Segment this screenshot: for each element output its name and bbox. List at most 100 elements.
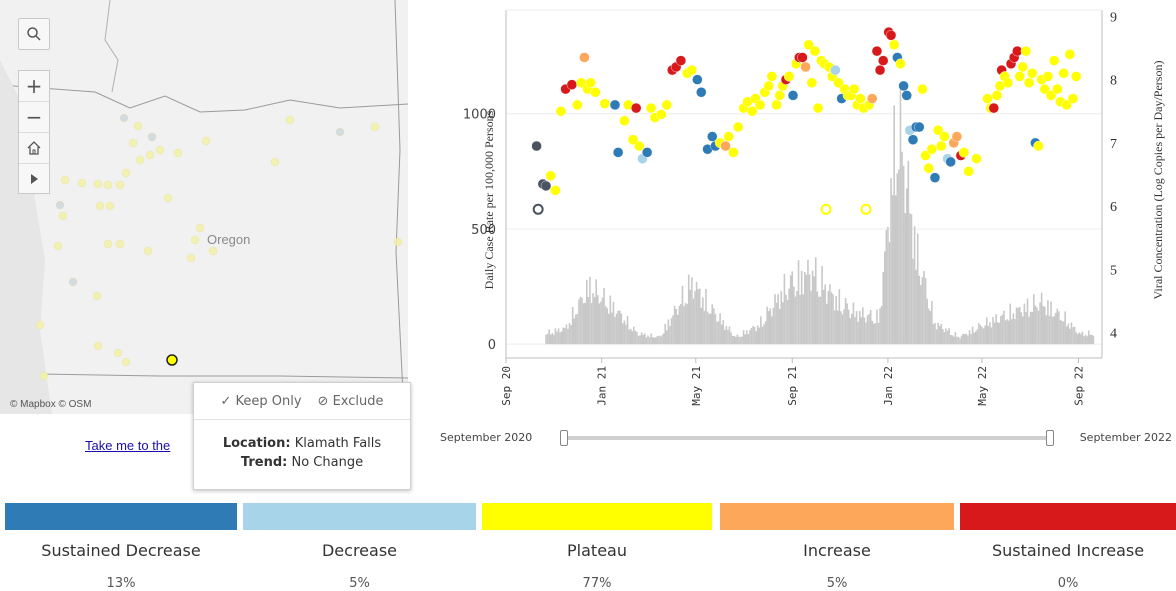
viral-point[interactable] <box>579 52 590 63</box>
viral-point[interactable] <box>661 99 672 111</box>
site-marker[interactable] <box>103 239 113 249</box>
viral-point[interactable] <box>939 131 950 142</box>
map-attribution[interactable]: © Mapbox © OSM <box>10 399 92 410</box>
viral-point[interactable] <box>932 125 944 136</box>
site-marker[interactable] <box>115 239 125 249</box>
viral-point[interactable] <box>627 134 639 145</box>
site-marker[interactable] <box>95 201 105 211</box>
viral-point[interactable] <box>1020 45 1032 57</box>
site-marker[interactable] <box>270 157 280 167</box>
viral-point[interactable] <box>860 203 872 215</box>
slider-start-handle[interactable] <box>560 430 568 446</box>
legend-plateau[interactable]: Plateau 77% <box>482 503 712 591</box>
viral-point[interactable] <box>936 140 947 152</box>
map-search-button[interactable] <box>18 18 50 50</box>
viral-point[interactable] <box>963 166 974 177</box>
viral-point[interactable] <box>803 39 814 50</box>
viral-point[interactable] <box>867 93 878 104</box>
zoom-out-button[interactable]: − <box>19 102 49 133</box>
viral-point[interactable] <box>1045 90 1057 101</box>
selected-site-marker[interactable] <box>166 354 178 366</box>
site-marker[interactable] <box>195 223 205 233</box>
viral-point[interactable] <box>855 93 866 104</box>
viral-point[interactable] <box>951 131 963 142</box>
viral-point[interactable] <box>848 83 860 95</box>
site-marker[interactable] <box>393 237 403 247</box>
viral-point[interactable] <box>540 180 552 192</box>
viral-point[interactable] <box>920 150 931 161</box>
viral-point[interactable] <box>545 170 556 181</box>
viral-point[interactable] <box>874 64 886 76</box>
site-marker[interactable] <box>147 132 157 142</box>
viral-point[interactable] <box>707 131 718 142</box>
viral-point[interactable] <box>878 55 889 66</box>
viral-point[interactable] <box>630 102 642 114</box>
site-marker[interactable] <box>103 180 113 190</box>
viral-point[interactable] <box>1070 71 1082 82</box>
date-range-slider[interactable]: September 2020 September 2022 <box>440 428 1176 452</box>
viral-point[interactable] <box>958 147 970 158</box>
viral-point[interactable] <box>888 39 900 50</box>
site-marker[interactable] <box>155 145 165 155</box>
viral-point[interactable] <box>991 90 1003 101</box>
viral-point[interactable] <box>1002 77 1014 88</box>
viral-point[interactable] <box>812 102 824 114</box>
viral-point[interactable] <box>771 99 782 111</box>
site-marker[interactable] <box>201 136 211 146</box>
viral-point[interactable] <box>1067 93 1079 104</box>
viral-point[interactable] <box>907 134 919 145</box>
map-panel[interactable]: + − Oregon © Mapbox © OSM <box>0 0 408 414</box>
viral-point[interactable] <box>923 162 934 174</box>
viral-point[interactable] <box>774 90 785 101</box>
viral-point[interactable] <box>532 203 544 215</box>
site-marker[interactable] <box>285 115 295 125</box>
site-marker[interactable] <box>128 138 138 148</box>
site-marker[interactable] <box>93 179 103 189</box>
legend-sustained-increase[interactable]: Sustained Increase 0% <box>960 503 1176 591</box>
viral-point[interactable] <box>675 55 687 66</box>
viral-point[interactable] <box>619 115 630 126</box>
viral-point[interactable] <box>531 140 542 152</box>
viral-point[interactable] <box>634 140 645 152</box>
home-button[interactable] <box>19 133 49 164</box>
site-marker[interactable] <box>143 246 153 256</box>
site-marker[interactable] <box>173 148 183 158</box>
viral-point[interactable] <box>929 172 941 183</box>
viral-point[interactable] <box>1027 68 1038 79</box>
site-marker[interactable] <box>135 155 145 165</box>
viral-point[interactable] <box>833 77 844 88</box>
viral-point[interactable] <box>871 45 883 57</box>
site-marker[interactable] <box>55 200 65 210</box>
site-marker[interactable] <box>113 348 123 358</box>
viral-point[interactable] <box>926 143 938 155</box>
viral-point[interactable] <box>800 61 811 73</box>
viral-point[interactable] <box>599 98 611 109</box>
exclude-button[interactable]: ⊘ Exclude <box>318 394 384 409</box>
site-marker[interactable] <box>68 277 78 287</box>
site-marker[interactable] <box>60 175 70 185</box>
viral-point[interactable] <box>971 153 982 164</box>
site-marker[interactable] <box>35 320 45 330</box>
legend-decrease[interactable]: Decrease 5% <box>243 503 476 591</box>
expand-toolbar-button[interactable] <box>19 164 49 194</box>
legend-increase[interactable]: Increase 5% <box>720 503 954 591</box>
viral-point[interactable] <box>988 102 999 114</box>
legend-sustained-decrease[interactable]: Sustained Decrease 13% <box>5 503 237 591</box>
viral-point[interactable] <box>572 99 583 111</box>
viral-point[interactable] <box>1064 49 1076 60</box>
viral-point[interactable] <box>656 109 667 120</box>
viral-point[interactable] <box>1048 55 1060 66</box>
site-marker[interactable] <box>115 180 125 190</box>
viral-point[interactable] <box>763 80 774 92</box>
site-marker[interactable] <box>53 241 63 251</box>
site-marker[interactable] <box>121 168 131 178</box>
viral-point[interactable] <box>609 99 621 111</box>
viral-point[interactable] <box>590 87 601 98</box>
viral-point[interactable] <box>1039 83 1050 95</box>
viral-point[interactable] <box>1033 140 1044 152</box>
viral-point[interactable] <box>555 106 567 117</box>
site-marker[interactable] <box>105 201 115 211</box>
viral-point[interactable] <box>1058 68 1069 79</box>
viral-point[interactable] <box>1014 71 1025 82</box>
site-marker[interactable] <box>121 357 131 367</box>
